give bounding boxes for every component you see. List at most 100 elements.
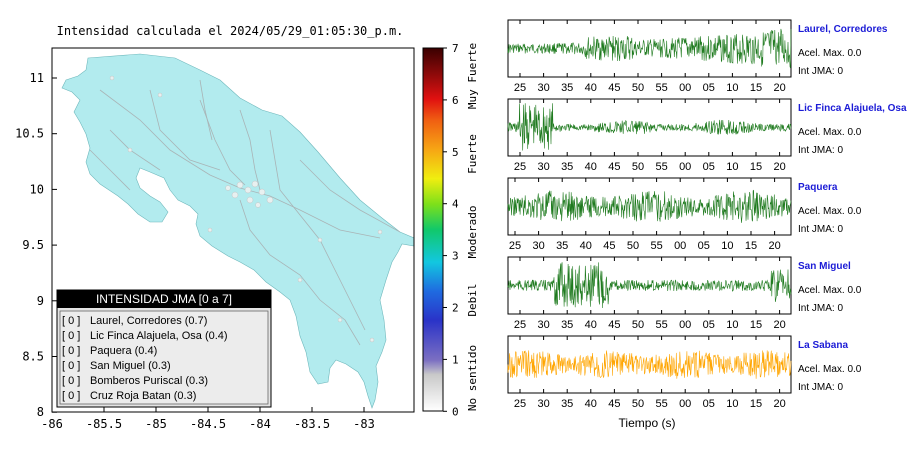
intensity-colorbar [422, 47, 444, 412]
waveform-x-tick-label: 40 [585, 398, 597, 410]
map-y-tick-label: 11 [30, 71, 44, 85]
waveform-x-tick-label: 20 [773, 398, 785, 410]
waveform-x-tick-label: 20 [773, 319, 785, 331]
map-x-tick-label: -86 [41, 417, 63, 431]
legend-item-label: Laurel, Corredores (0.7) [90, 315, 207, 327]
station-intensity: Int JMA: 0 [798, 66, 843, 77]
waveform-x-tick-label: 35 [556, 240, 568, 252]
station-intensity: Int JMA: 0 [798, 303, 843, 314]
intensity-legend: INTENSIDAD JMA [0 a 7] [ 0 ] Laurel, Corr… [56, 289, 272, 408]
waveform-x-tick-label: 35 [561, 319, 573, 331]
waveform-x-tick-label: 25 [514, 82, 526, 94]
waveform-x-tick-label: 20 [773, 82, 785, 94]
waveform-x-tick-label: 15 [750, 161, 762, 173]
waveform-x-tick-label: 15 [745, 240, 757, 252]
waveform-x-tick-label: 25 [514, 161, 526, 173]
colorbar-tick-label: 6 [452, 94, 459, 107]
waveform-panel: 25 30 35 40 45 50 55 00 05 10 15 20 San Miguel Acel. … [507, 256, 862, 331]
waveform-x-tick-label: 50 [632, 319, 644, 331]
legend-item-value: [ 0 ] [62, 360, 80, 372]
waveform-x-tick-label: 30 [537, 319, 549, 331]
waveform-panel: 25 30 35 40 45 50 55 00 05 10 15 20 Paquera Acel. Max… [507, 177, 862, 252]
legend-item-value: [ 0 ] [62, 375, 80, 387]
colorbar-tick-label: 4 [452, 198, 459, 211]
map-x-tick-label: -85.5 [86, 417, 122, 431]
waveform-trace [507, 103, 792, 151]
waveform-trace [507, 350, 792, 379]
map-x-tick-label: -83 [353, 417, 375, 431]
time-axis-label: Tiempo (s) [619, 416, 676, 430]
station-intensity: Int JMA: 0 [798, 224, 843, 235]
waveform-x-tick-label: 10 [726, 161, 738, 173]
waveform-x-tick-label: 20 [768, 240, 780, 252]
waveform-x-tick-label: 45 [608, 319, 620, 331]
waveform-trace [507, 28, 792, 69]
waveform-x-tick-label: 40 [585, 319, 597, 331]
station-dots [109, 75, 383, 343]
waveform-x-tick-label: 05 [703, 161, 715, 173]
waveform-x-tick-label: 25 [514, 319, 526, 331]
map-y-tick-label: 10 [30, 182, 44, 196]
waveform-x-tick-label: 40 [585, 161, 597, 173]
map-y-tick-label: 8.5 [22, 350, 44, 364]
waveform-x-tick-label: 35 [561, 82, 573, 94]
station-acceleration: Acel. Max. 0.0 [798, 206, 862, 217]
legend-item-label: Bomberos Puriscal (0.3) [90, 375, 208, 387]
station-intensity: Int JMA: 0 [798, 145, 843, 156]
waveform-x-tick-label: 10 [726, 398, 738, 410]
waveform-x-tick-label: 50 [627, 240, 639, 252]
waveform-x-tick-label: 10 [726, 319, 738, 331]
map-x-tick-label: -83.5 [294, 417, 330, 431]
waveform-x-tick-label: 15 [750, 398, 762, 410]
waveform-x-tick-label: 35 [561, 161, 573, 173]
station-acceleration: Acel. Max. 0.0 [798, 48, 862, 59]
waveform-x-tick-label: 40 [585, 82, 597, 94]
waveform-x-tick-label: 00 [679, 161, 691, 173]
waveform-x-tick-label: 50 [632, 82, 644, 94]
colorbar-tick-label: 1 [452, 353, 459, 366]
colorbar-category-label: No sentido [466, 345, 479, 411]
legend-title: INTENSIDAD JMA [0 a 7] [96, 292, 232, 306]
colorbar-category-label: Fuerte [466, 134, 479, 174]
waveform-panel: 25 30 35 40 45 50 55 00 05 10 15 20 Laurel, Corredor… [507, 19, 888, 94]
legend-item-label: Cruz Roja Batan (0.3) [90, 390, 196, 402]
waveform-x-tick-label: 15 [750, 319, 762, 331]
waveform-x-tick-label: 00 [679, 319, 691, 331]
waveform-x-tick-label: 10 [721, 240, 733, 252]
colorbar-labels: Muy Fuerte Fuerte Moderado Debil No sentido [466, 43, 479, 411]
waveform-x-tick-label: 30 [537, 82, 549, 94]
map-x-tick-label: -85 [145, 417, 167, 431]
map-x-tick-label: -84.5 [190, 417, 226, 431]
colorbar-tick-label: 2 [452, 302, 459, 315]
waveform-x-tick-label: 55 [650, 240, 662, 252]
map-y-tick-label: 9.5 [22, 238, 44, 252]
costa-rica-land [61, 53, 415, 409]
waveform-x-tick-label: 45 [603, 240, 615, 252]
station-name: La Sabana [798, 340, 848, 351]
waveform-x-tick-label: 15 [750, 82, 762, 94]
legend-item-label: San Miguel (0.3) [90, 360, 171, 372]
waveform-x-tick-label: 20 [773, 161, 785, 173]
waveform-x-tick-label: 05 [703, 319, 715, 331]
waveform-x-tick-label: 55 [655, 319, 667, 331]
waveform-x-tick-label: 05 [698, 240, 710, 252]
map-title: Intensidad calculada el 2024/05/29_01:05… [57, 24, 404, 38]
legend-item-value: [ 0 ] [62, 315, 80, 327]
colorbar-category-label: Muy Fuerte [466, 43, 479, 109]
station-intensity: Int JMA: 0 [798, 382, 843, 393]
station-name: Laurel, Corredores [798, 24, 888, 35]
waveform-x-tick-label: 05 [703, 82, 715, 94]
colorbar-tick-label: 3 [452, 250, 459, 263]
waveform-x-tick-label: 30 [537, 161, 549, 173]
waveform-x-tick-label: 25 [514, 398, 526, 410]
map-y-tick-label: 9 [37, 294, 44, 308]
waveform-x-tick-label: 45 [608, 82, 620, 94]
colorbar-category-label: Debil [466, 283, 479, 316]
waveform-x-tick-label: 35 [561, 398, 573, 410]
waveform-x-tick-label: 55 [655, 161, 667, 173]
waveform-x-tick-label: 30 [532, 240, 544, 252]
station-name: Paquera [798, 182, 838, 193]
waveform-x-tick-label: 30 [537, 398, 549, 410]
colorbar-tick-label: 5 [452, 146, 459, 159]
